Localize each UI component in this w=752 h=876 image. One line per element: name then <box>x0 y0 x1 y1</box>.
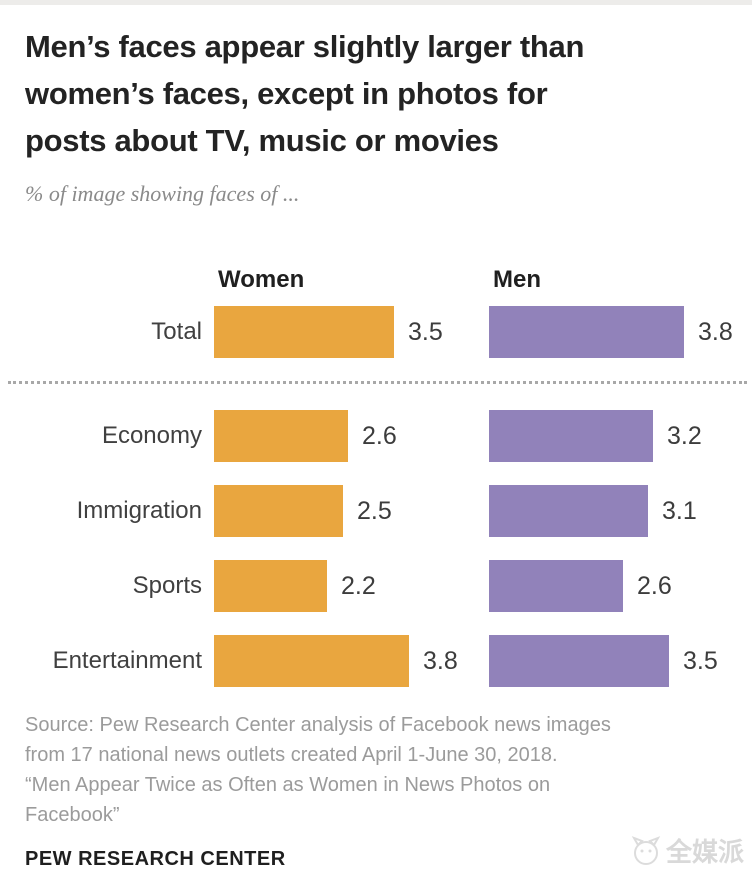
source-line-3: “Men Appear Twice as Often as Women in N… <box>25 774 551 796</box>
source-note: Source: Pew Research Center analysis of … <box>25 710 727 830</box>
value-label-women-entertainment: 3.8 <box>423 646 458 675</box>
men-bar-cell-immigration: 3.1 <box>489 485 752 537</box>
value-label-men-immigration: 3.1 <box>662 496 697 525</box>
chart-rows: Total 3.5 3.8 Economy 2.6 3.2 Immigration 2.5 3.… <box>0 306 752 687</box>
label-column-spacer <box>0 268 214 292</box>
column-header-men: Men <box>493 266 541 293</box>
source-line-4: Facebook” <box>25 804 120 826</box>
value-label-women-immigration: 2.5 <box>357 496 392 525</box>
value-label-men-total: 3.8 <box>698 317 733 346</box>
category-label-total: Total <box>151 318 202 345</box>
bar-men-sports <box>489 560 623 612</box>
bar-women-immigration <box>214 485 343 537</box>
total-divider <box>8 381 747 384</box>
chart-row-entertainment: Entertainment 3.8 3.5 <box>0 635 752 687</box>
value-label-men-entertainment: 3.5 <box>683 646 718 675</box>
column-headers: Women Men <box>0 268 752 292</box>
bar-men-economy <box>489 410 653 462</box>
bar-men-total <box>489 306 684 358</box>
value-label-men-sports: 2.6 <box>637 571 672 600</box>
women-bar-cell-immigration: 2.5 <box>214 485 489 537</box>
category-label-economy: Economy <box>101 422 202 449</box>
chart-row-total: Total 3.5 3.8 <box>0 306 752 358</box>
chart-row-economy: Economy 2.6 3.2 <box>0 410 752 462</box>
chart-title: Men’s faces appear slightly larger than … <box>25 23 726 164</box>
men-bar-cell-entertainment: 3.5 <box>489 635 752 687</box>
category-label-immigration: Immigration <box>76 497 202 524</box>
value-label-men-economy: 3.2 <box>667 421 702 450</box>
cat-logo-icon <box>629 835 663 867</box>
value-label-women-sports: 2.2 <box>341 571 376 600</box>
bar-men-entertainment <box>489 635 669 687</box>
category-label-entertainment: Entertainment <box>52 647 202 674</box>
chart-title-line-3: posts about TV, music or movies <box>25 123 499 158</box>
top-edge-strip <box>0 0 752 5</box>
bar-women-economy <box>214 410 348 462</box>
chart-row-sports: Sports 2.2 2.6 <box>0 560 752 612</box>
source-line-1: Source: Pew Research Center analysis of … <box>25 714 611 736</box>
women-bar-cell-total: 3.5 <box>214 306 489 358</box>
value-label-women-economy: 2.6 <box>362 421 397 450</box>
men-bar-cell-sports: 2.6 <box>489 560 752 612</box>
column-header-women: Women <box>218 266 305 293</box>
women-bar-cell-sports: 2.2 <box>214 560 489 612</box>
men-bar-cell-economy: 3.2 <box>489 410 752 462</box>
pew-research-center-logo-text: PEW RESEARCH CENTER <box>25 848 286 870</box>
chart-row-immigration: Immigration 2.5 3.1 <box>0 485 752 537</box>
chart-title-line-2: women’s faces, except in photos for <box>25 76 548 111</box>
bar-men-immigration <box>489 485 648 537</box>
bar-women-total <box>214 306 394 358</box>
bar-women-entertainment <box>214 635 409 687</box>
bar-women-sports <box>214 560 327 612</box>
watermark-text: 全媒派 <box>665 837 744 867</box>
grouped-bar-chart: Women Men Total 3.5 3.8 Economy 2.6 3.2 Immigr… <box>0 268 752 687</box>
men-bar-cell-total: 3.8 <box>489 306 752 358</box>
women-bar-cell-entertainment: 3.8 <box>214 635 489 687</box>
watermark: 全媒派 <box>629 832 744 869</box>
chart-title-line-1: Men’s faces appear slightly larger than <box>25 29 585 64</box>
chart-subtitle: % of image showing faces of ... <box>25 181 300 206</box>
source-line-2: from 17 national news outlets created Ap… <box>25 744 558 766</box>
category-label-sports: Sports <box>132 572 202 599</box>
women-bar-cell-economy: 2.6 <box>214 410 489 462</box>
value-label-women-total: 3.5 <box>408 317 443 346</box>
